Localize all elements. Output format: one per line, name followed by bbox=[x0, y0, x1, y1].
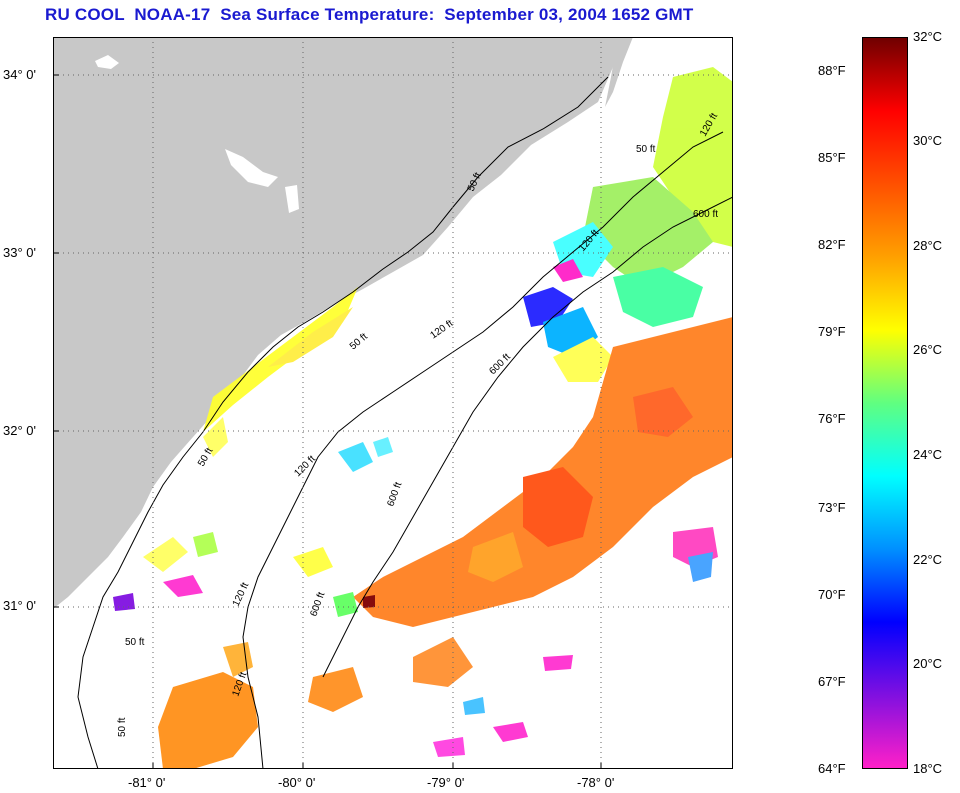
colorbar-c-label: 30°C bbox=[913, 133, 943, 148]
lat-label: 32° 0' bbox=[3, 423, 36, 438]
contour-label: 600 ft bbox=[693, 209, 718, 220]
colorbar-c-label: 32°C bbox=[913, 29, 943, 44]
lon-label: -78° 0' bbox=[577, 775, 615, 790]
colorbar-f-label: 82°F bbox=[818, 237, 846, 252]
lon-label: -80° 0' bbox=[278, 775, 316, 790]
map-title: RU COOL NOAA-17 Sea Surface Temperature:… bbox=[45, 5, 694, 24]
colorbar-f-label: 85°F bbox=[818, 150, 846, 165]
contour-label: 50 ft bbox=[636, 144, 656, 155]
colorbar-f-label: 88°F bbox=[818, 63, 846, 78]
lat-label: 33° 0' bbox=[3, 245, 36, 260]
colorbar-f-label: 70°F bbox=[818, 587, 846, 602]
contour-label: 50 ft bbox=[125, 637, 145, 648]
colorbar-c-label: 24°C bbox=[913, 447, 943, 462]
land-mass bbox=[53, 37, 623, 609]
colorbar-c-label: 22°C bbox=[913, 552, 943, 567]
lat-label: 31° 0' bbox=[3, 598, 36, 613]
colorbar-f-label: 64°F bbox=[818, 761, 846, 776]
lon-label: -79° 0' bbox=[427, 775, 465, 790]
colorbar-c-label: 18°C bbox=[913, 761, 943, 776]
depth-contours bbox=[77, 76, 733, 769]
graticule bbox=[53, 37, 733, 769]
colorbar-c-label: 28°C bbox=[913, 238, 943, 253]
lon-label: -81° 0' bbox=[128, 775, 166, 790]
colorbar-f-label: 76°F bbox=[818, 411, 846, 426]
colorbar bbox=[862, 37, 908, 769]
colorbar-f-label: 73°F bbox=[818, 500, 846, 515]
colorbar-c-label: 26°C bbox=[913, 342, 943, 357]
sst-patches bbox=[113, 67, 733, 769]
colorbar-f-label: 67°F bbox=[818, 674, 846, 689]
colorbar-f-label: 79°F bbox=[818, 324, 846, 339]
contour-label: 50 ft bbox=[117, 717, 128, 737]
colorbar-c-label: 20°C bbox=[913, 656, 943, 671]
sst-map: 50 ft 120 ft 600 ft 50 ft 120 ft 600 ft … bbox=[53, 37, 733, 769]
lat-label: 34° 0' bbox=[3, 67, 36, 82]
